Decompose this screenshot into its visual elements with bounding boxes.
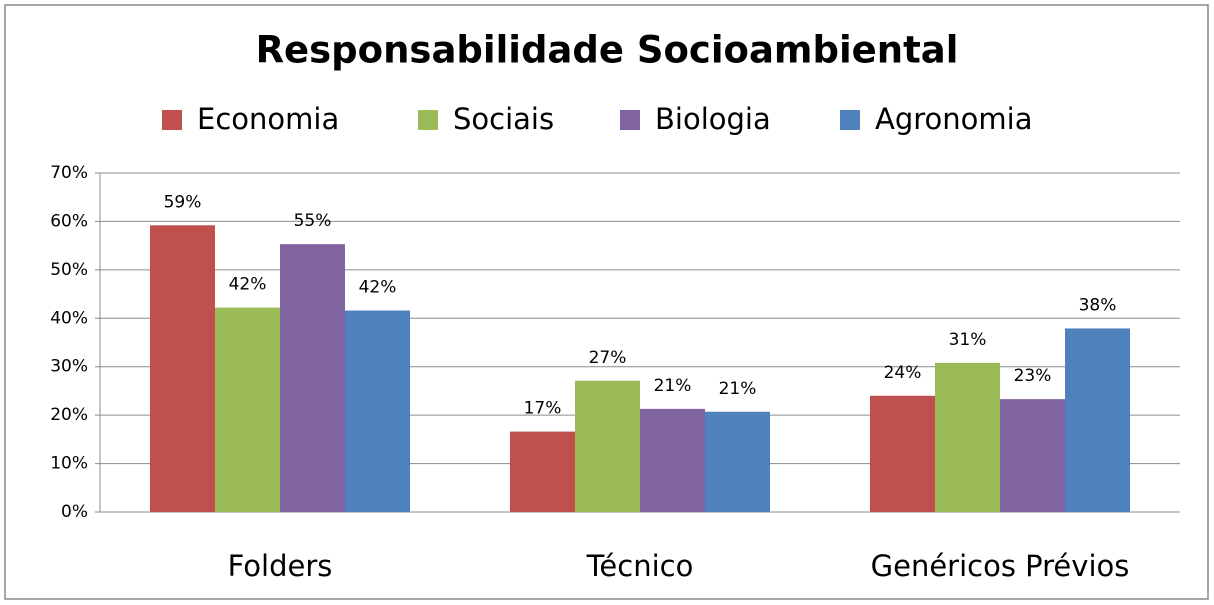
y-tick-label: 30% [50, 357, 88, 377]
legend-label: Sociais [453, 102, 554, 136]
legend-swatch [620, 110, 640, 130]
data-label: 27% [589, 348, 627, 368]
bar [280, 244, 345, 512]
data-label: 21% [719, 379, 757, 399]
bar [1065, 328, 1130, 512]
bar [510, 431, 575, 512]
data-label: 23% [1014, 366, 1052, 386]
data-label: 24% [884, 363, 922, 383]
x-tick-label: Genéricos Prévios [871, 549, 1130, 583]
bar [345, 310, 410, 512]
legend-swatch [162, 110, 182, 130]
data-label: 38% [1079, 295, 1117, 315]
bar [150, 225, 215, 512]
data-label: 42% [229, 275, 267, 295]
legend-label: Economia [197, 102, 339, 136]
x-tick-label: Folders [228, 549, 333, 583]
legend-label: Agronomia [875, 102, 1032, 136]
x-tick-label: Técnico [586, 549, 694, 583]
bar [1000, 399, 1065, 512]
y-tick-label: 20% [50, 405, 88, 425]
data-label: 21% [654, 376, 692, 396]
bar [575, 380, 640, 512]
data-label: 31% [949, 330, 987, 350]
bar [935, 362, 1000, 512]
data-label: 17% [524, 399, 562, 419]
bar [215, 307, 280, 512]
legend-label: Biologia [655, 102, 771, 136]
bar [870, 395, 935, 512]
data-label: 55% [294, 211, 332, 231]
y-tick-label: 0% [61, 502, 88, 522]
y-tick-label: 50% [50, 260, 88, 280]
legend-swatch [840, 110, 860, 130]
data-label: 42% [359, 278, 397, 298]
y-tick-label: 10% [50, 454, 88, 474]
chart-title: Responsabilidade Socioambiental [256, 29, 959, 72]
y-tick-label: 70% [50, 163, 88, 183]
bar [640, 408, 705, 512]
y-tick-label: 40% [50, 308, 88, 328]
bar [705, 411, 770, 512]
legend-swatch [418, 110, 438, 130]
data-label: 59% [164, 192, 202, 212]
y-tick-label: 60% [50, 211, 88, 231]
